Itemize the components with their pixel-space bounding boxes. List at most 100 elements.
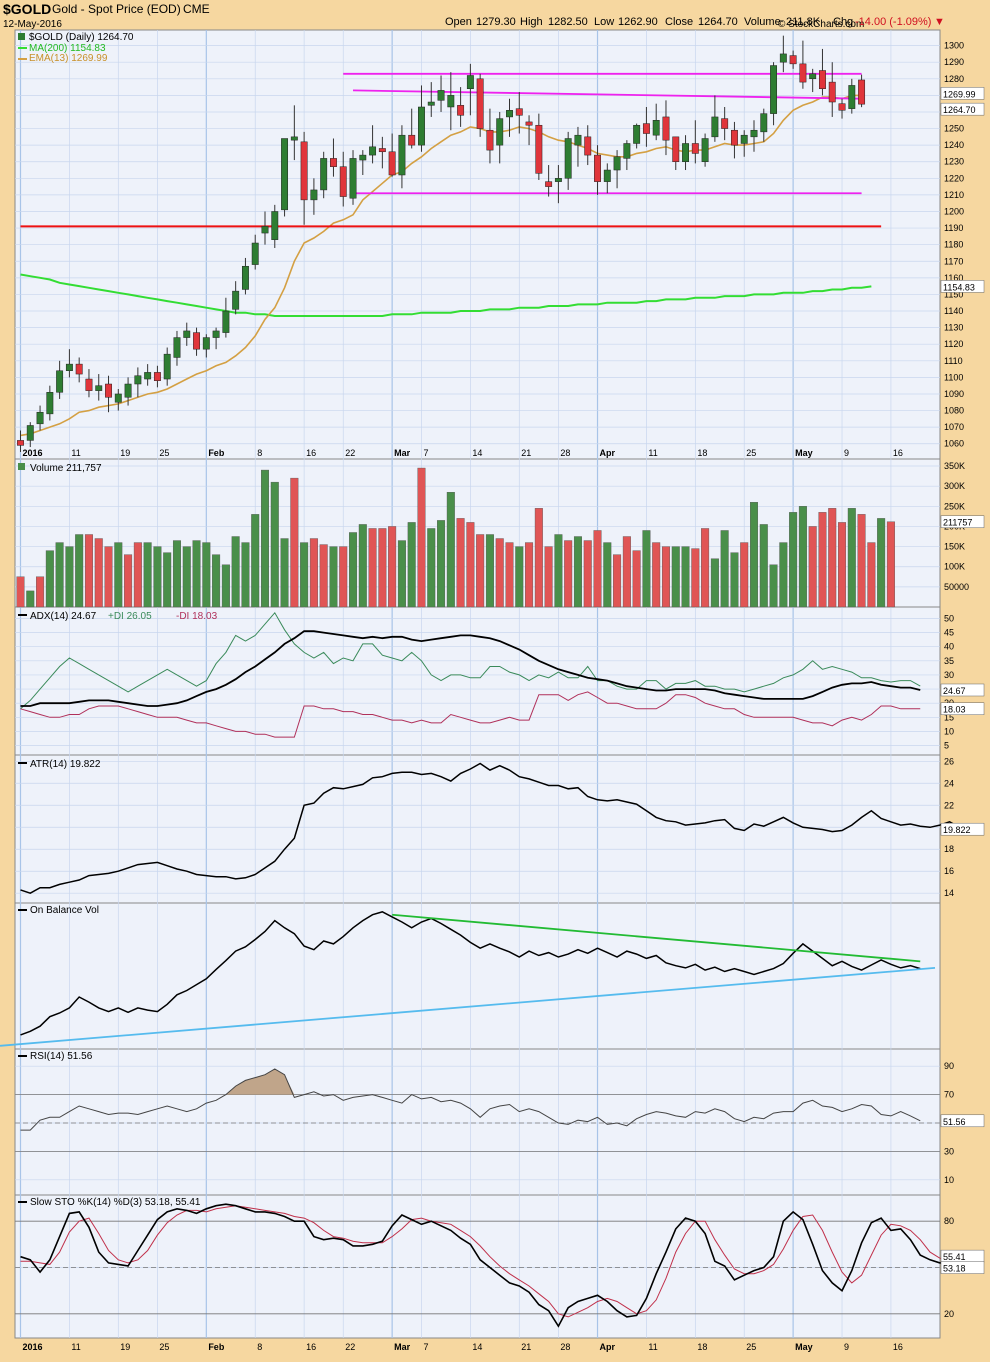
candle-up bbox=[466, 75, 474, 89]
candle-down bbox=[515, 108, 523, 116]
rsi-legend-text: RSI(14) 51.56 bbox=[30, 1051, 93, 1062]
bottom-x-label: 14 bbox=[472, 1342, 482, 1352]
candle-down bbox=[838, 103, 846, 111]
atr-tick-label: 22 bbox=[944, 800, 954, 810]
volume-bar-down bbox=[505, 542, 514, 608]
volume-bar-down bbox=[613, 554, 622, 608]
volume-bar-up bbox=[114, 542, 123, 608]
price-tick-label: 1230 bbox=[944, 157, 964, 167]
rsi-tick-label: 90 bbox=[944, 1061, 954, 1071]
volume-bar-up bbox=[554, 534, 563, 608]
mdi-tag: 18.03 bbox=[943, 705, 966, 715]
price-x-label: 21 bbox=[521, 448, 531, 458]
candle-down bbox=[457, 105, 465, 116]
candle-down bbox=[75, 363, 83, 375]
volume-bar-down bbox=[661, 546, 670, 608]
bottom-x-label: 19 bbox=[120, 1342, 130, 1352]
candle-down bbox=[85, 378, 93, 391]
volume-bar-down bbox=[857, 514, 866, 608]
bottom-x-label: 7 bbox=[423, 1342, 428, 1352]
bottom-x-label: 9 bbox=[844, 1342, 849, 1352]
ohlc-summary: Open 1279.30 High 1282.50 Low 1262.90 Cl… bbox=[445, 16, 945, 28]
volume-bar-down bbox=[838, 522, 847, 608]
volume-bar-up bbox=[300, 542, 309, 608]
candle-down bbox=[642, 123, 650, 134]
candle-up bbox=[496, 118, 504, 146]
price-x-label: 11 bbox=[71, 448, 80, 458]
candle-up bbox=[232, 290, 240, 310]
candle-down bbox=[721, 118, 729, 129]
price-tick-label: 1060 bbox=[944, 439, 964, 449]
symbol-text: $GOLD bbox=[3, 1, 51, 17]
candle-down bbox=[545, 181, 553, 187]
bottom-x-label: 18 bbox=[697, 1342, 707, 1352]
volume-label: Volume bbox=[744, 16, 781, 28]
volume-legend: Volume 211,757 bbox=[18, 463, 102, 474]
atr-tick-label: 24 bbox=[944, 778, 954, 788]
candle-up bbox=[173, 337, 181, 358]
candle-up bbox=[701, 138, 709, 162]
candle-up bbox=[359, 154, 367, 161]
volume-bar-down bbox=[544, 546, 553, 608]
volume-bar-up bbox=[261, 469, 270, 608]
candle-down bbox=[819, 70, 826, 89]
candle-down bbox=[789, 55, 797, 65]
last-price-tag: 1264.70 bbox=[943, 105, 976, 115]
stoch-k-line bbox=[20, 1203, 950, 1328]
bottom-x-label: Mar bbox=[394, 1342, 411, 1352]
obv-panel bbox=[14, 902, 941, 1050]
volume-bar-down bbox=[84, 534, 93, 608]
volume-bar-up bbox=[407, 522, 416, 608]
obv-legend: On Balance Vol bbox=[18, 905, 99, 916]
volume-bar-up bbox=[710, 558, 719, 608]
candle-up bbox=[418, 106, 425, 146]
volume-legend-text: Volume 211,757 bbox=[30, 463, 102, 474]
adx-tick-label: 50 bbox=[944, 613, 954, 623]
bottom-x-label: 22 bbox=[345, 1342, 355, 1352]
price-tick-label: 1180 bbox=[944, 240, 963, 250]
candle-up bbox=[398, 134, 406, 176]
volume-bar-up bbox=[358, 524, 367, 608]
ma200-tag-box bbox=[940, 280, 985, 293]
price-x-label: 16 bbox=[893, 448, 903, 458]
candle-down bbox=[858, 79, 866, 105]
price-x-label: 2016 bbox=[23, 448, 43, 458]
volume-bar-down bbox=[417, 467, 426, 608]
price-x-label: Apr bbox=[600, 448, 616, 458]
ema13-tag-box bbox=[940, 87, 985, 100]
volume-tick-label: 50000 bbox=[944, 582, 969, 592]
price-tick-label: 1300 bbox=[944, 41, 964, 51]
bottom-x-label: 25 bbox=[746, 1342, 756, 1352]
high-label: High bbox=[520, 16, 543, 28]
ma200-line bbox=[20, 273, 872, 317]
price-x-label: Feb bbox=[208, 448, 225, 458]
ma200-tag: 1154.83 bbox=[943, 282, 975, 292]
candle-up bbox=[750, 129, 758, 138]
atr-tag-box bbox=[940, 822, 985, 836]
candle-up bbox=[65, 363, 73, 371]
price-legend: $GOLD (Daily) 1264.70 MA(200) 1154.83 EM… bbox=[18, 32, 134, 64]
candle-up bbox=[310, 189, 318, 201]
atr-legend-text: ATR(14) 19.822 bbox=[30, 759, 101, 770]
candle-down bbox=[388, 151, 396, 176]
price-tick-label: 1150 bbox=[944, 289, 963, 299]
candle-up bbox=[46, 392, 54, 415]
volume-bar-up bbox=[75, 534, 84, 608]
volume-bar-up bbox=[212, 554, 221, 608]
price-legend-line-1: $GOLD (Daily) 1264.70 bbox=[29, 32, 134, 43]
candle-up bbox=[603, 169, 611, 182]
volume-bar-up bbox=[573, 536, 582, 608]
candle-up bbox=[779, 53, 787, 63]
volume-bar-down bbox=[309, 538, 318, 608]
volume-bar-up bbox=[603, 542, 612, 608]
atr-panel bbox=[14, 754, 941, 904]
candle-down bbox=[594, 154, 601, 182]
volume-tag-box bbox=[940, 515, 985, 528]
volume-bar-down bbox=[456, 518, 465, 608]
volume-bar-up bbox=[769, 564, 778, 608]
volume-bar-up bbox=[55, 542, 64, 608]
bottom-x-label: 16 bbox=[306, 1342, 316, 1352]
volume-bar-up bbox=[798, 506, 807, 608]
candle-up bbox=[682, 143, 689, 162]
